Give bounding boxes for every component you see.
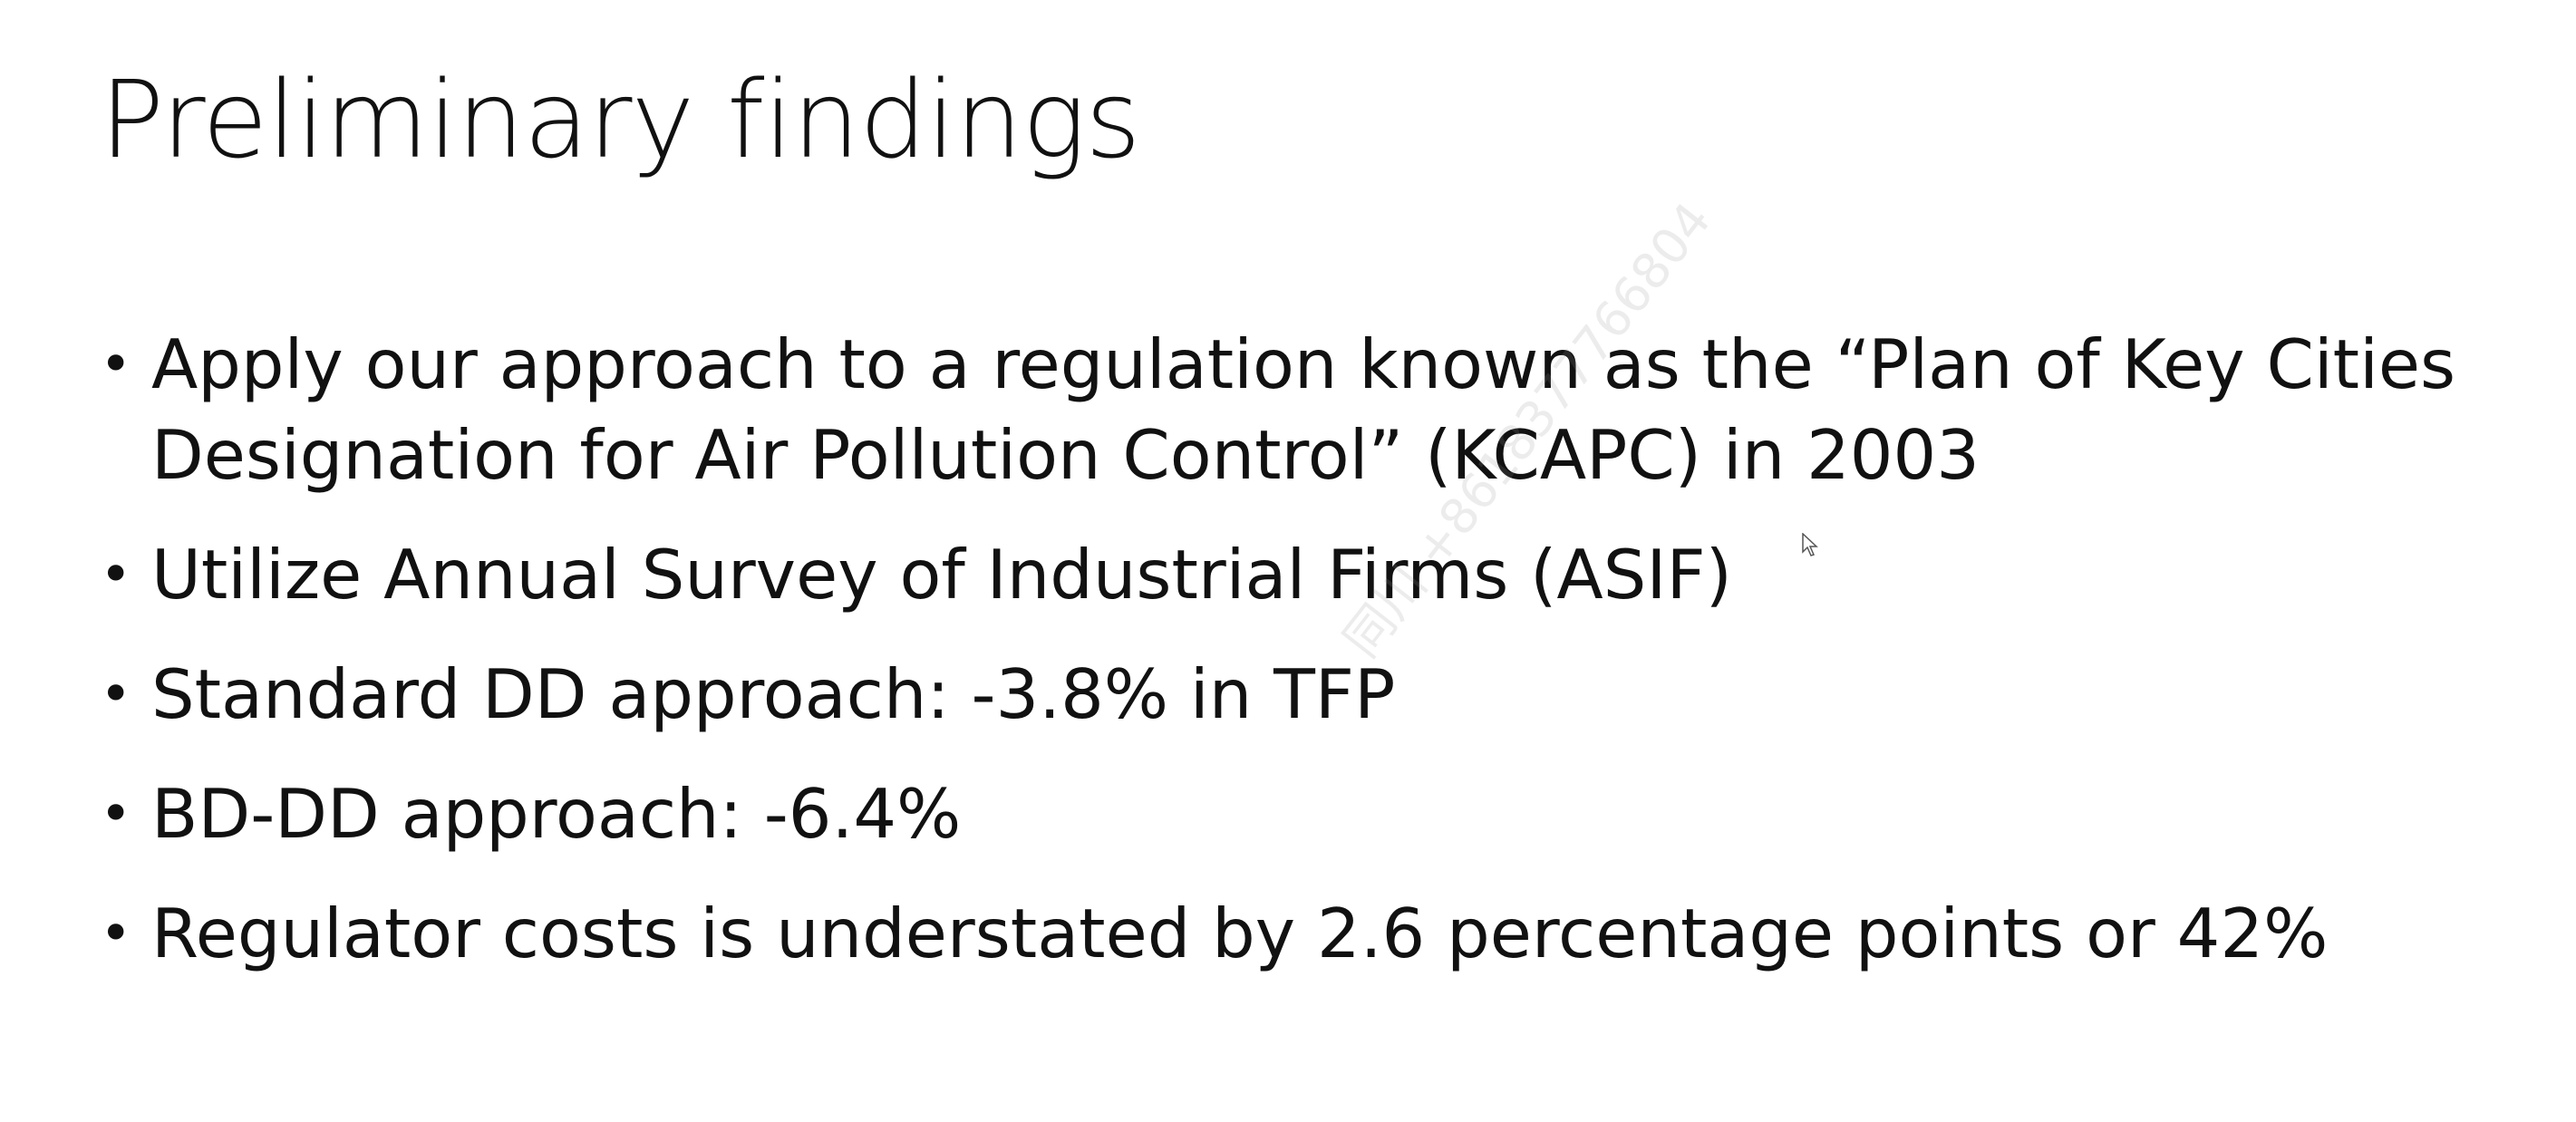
bullet-item: • Apply our approach to a regulation kno… [100,319,2511,500]
bullet-dot: • [100,543,132,606]
bullet-dot: • [100,782,132,846]
bullet-dot: • [100,333,132,396]
mouse-pointer-icon [1802,533,1818,556]
bullet-text: Apply our approach to a regulation known… [151,324,2456,495]
bullet-text: BD-DD approach: -6.4% [151,774,962,854]
bullet-item: • BD-DD approach: -6.4% [100,769,2511,859]
slide-title: Preliminary findings [100,57,1141,182]
bullet-dot: • [100,663,132,726]
bullet-list: • Apply our approach to a regulation kno… [100,319,2511,1008]
bullet-text: Regulator costs is understated by 2.6 pe… [151,894,2329,973]
bullet-text: Utilize Annual Survey of Industrial Firm… [151,535,1732,614]
bullet-text: Standard DD approach: -3.8% in TFP [151,654,1396,734]
bullet-item: • Standard DD approach: -3.8% in TFP [100,649,2511,740]
bullet-item: • Regulator costs is understated by 2.6 … [100,888,2511,979]
bullet-dot: • [100,902,132,965]
bullet-item: • Utilize Annual Survey of Industrial Fi… [100,529,2511,620]
